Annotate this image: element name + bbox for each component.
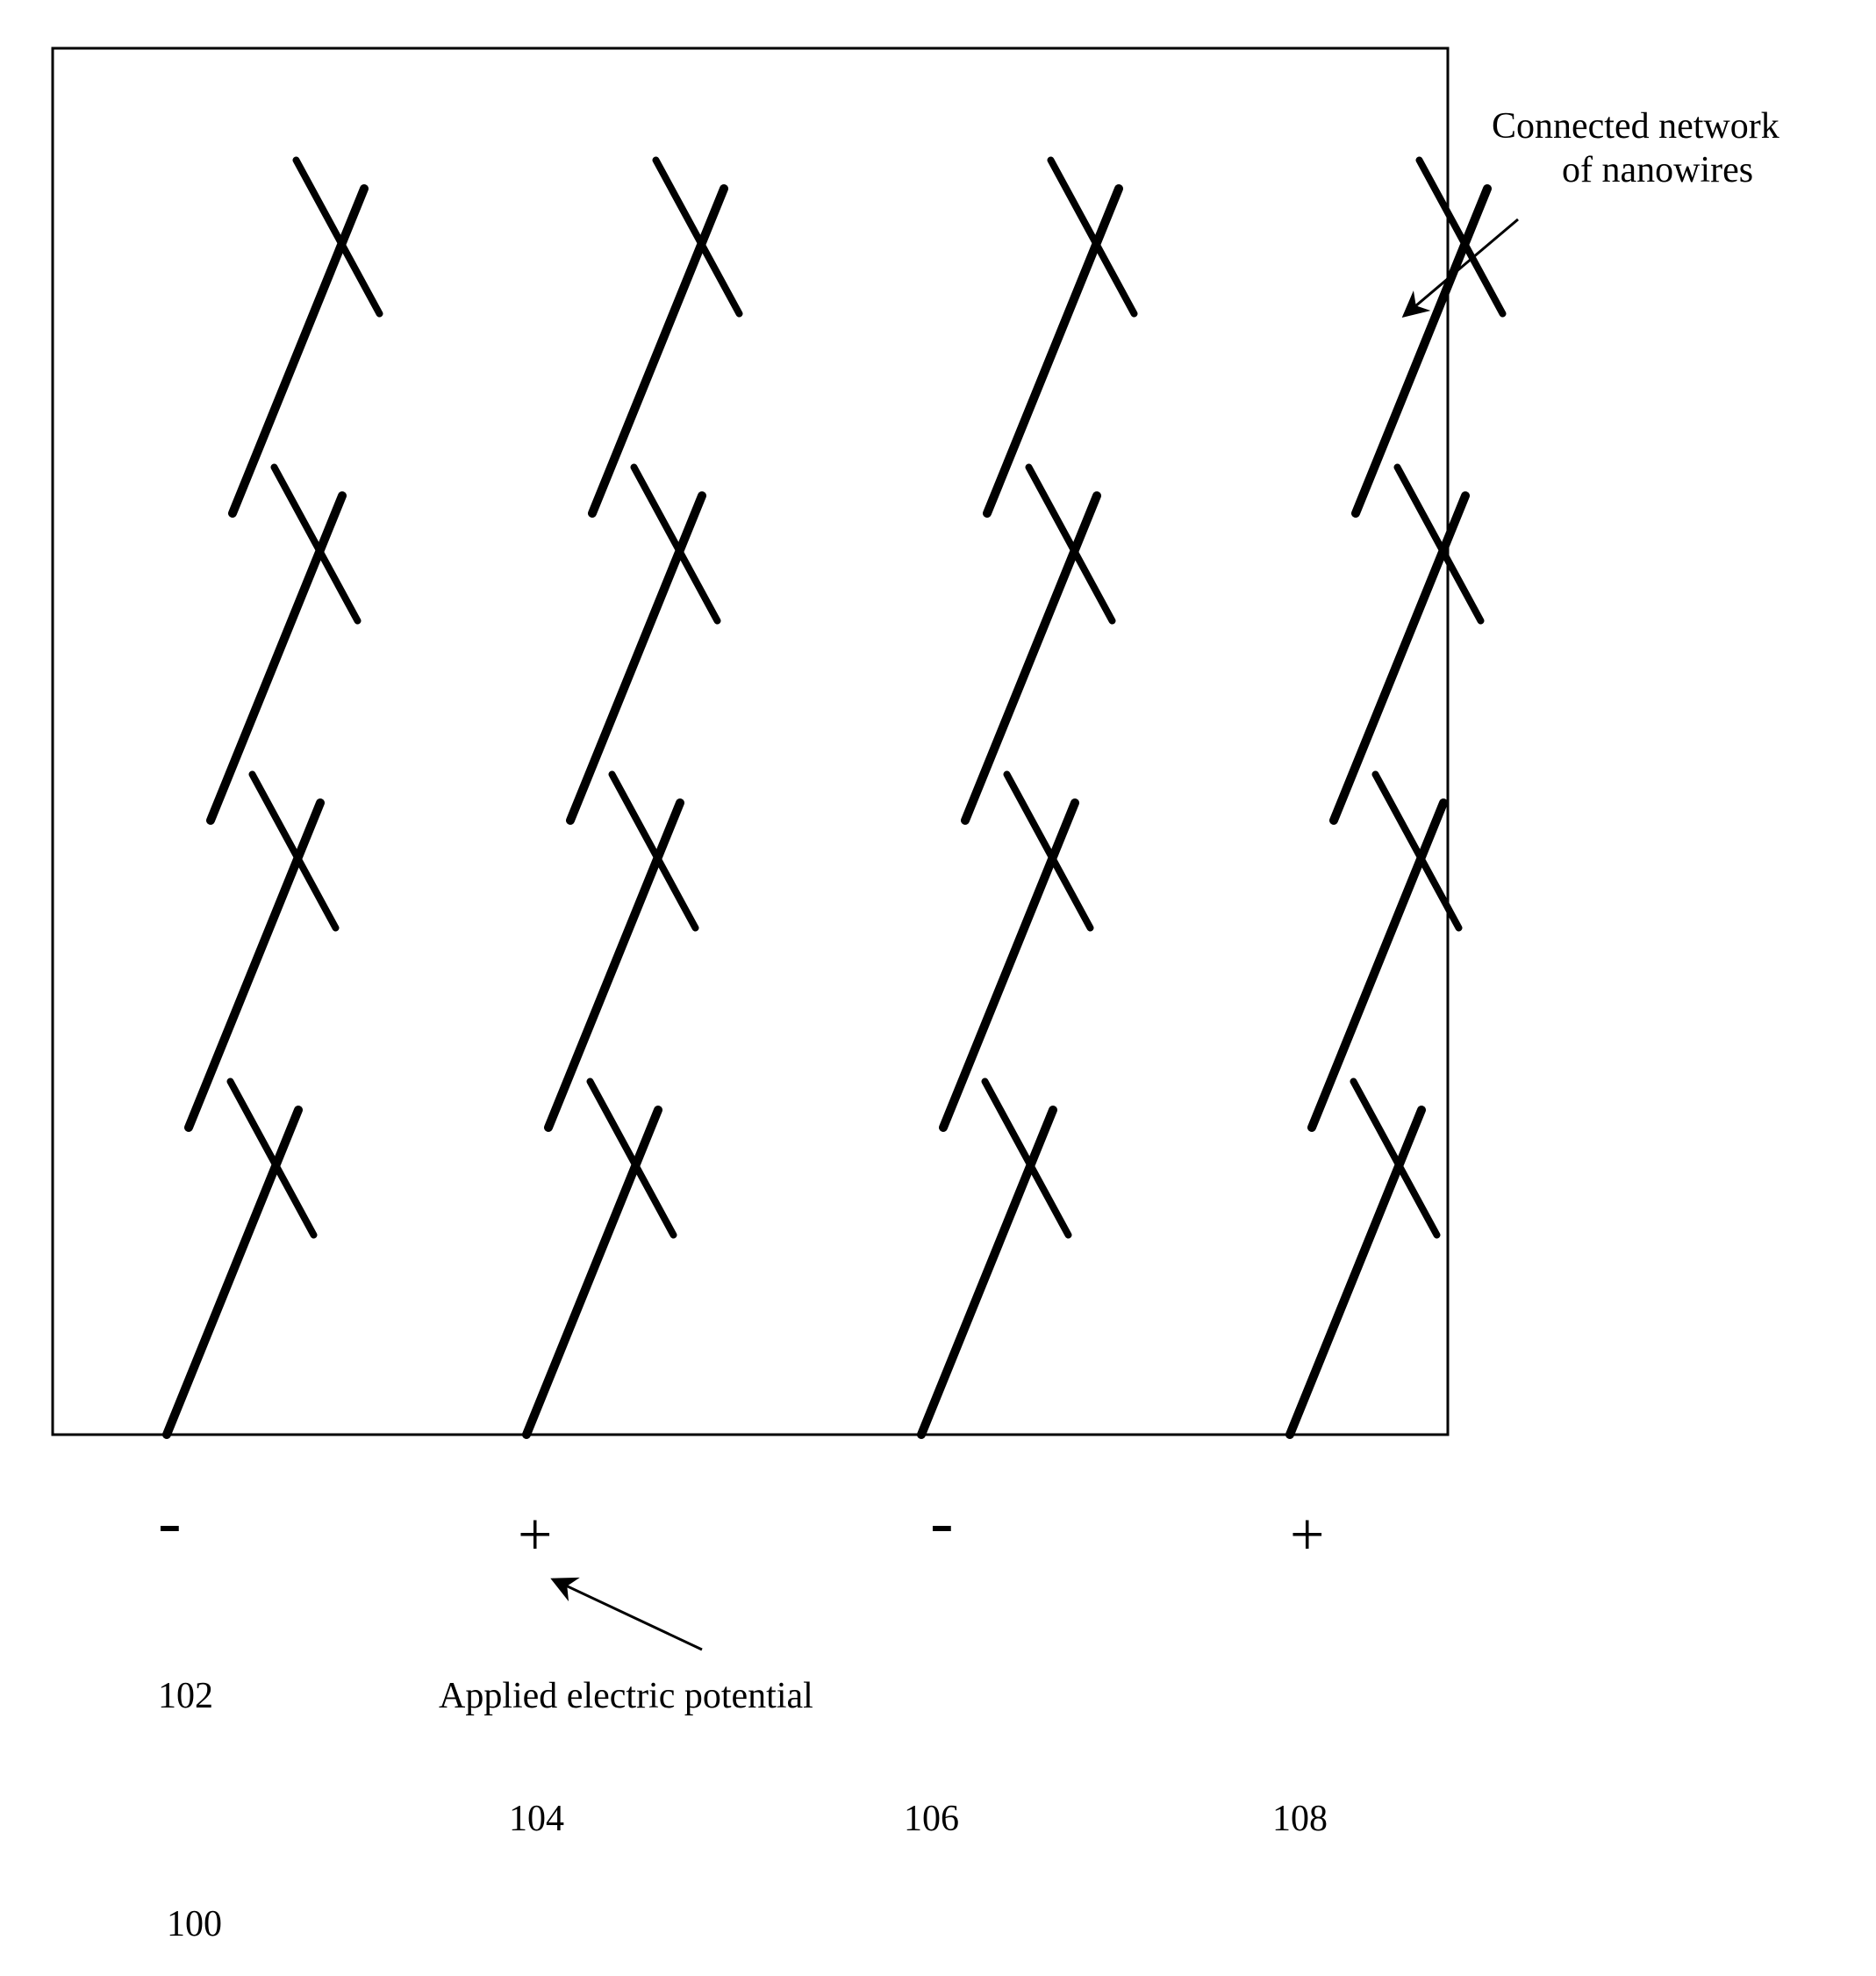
- nanowire-short: [297, 161, 380, 314]
- nanowire-long: [1312, 803, 1443, 1128]
- nanowire-long: [548, 803, 680, 1128]
- ref-104: 104: [509, 1798, 564, 1840]
- diagram-svg: [0, 0, 1876, 1972]
- diagram-container: Connected network of nanowires - + - + A…: [0, 0, 1876, 1972]
- nanowire-long: [1356, 189, 1487, 513]
- nanowire-long: [965, 496, 1097, 820]
- bounding-box: [53, 48, 1448, 1435]
- nanowire-long: [943, 803, 1075, 1128]
- nanowire-long: [987, 189, 1119, 513]
- nanowire-short: [656, 161, 740, 314]
- nanowire-long: [1290, 1110, 1421, 1435]
- nanowire-short: [985, 1082, 1069, 1235]
- callout-potential: Applied electric potential: [439, 1675, 813, 1717]
- nanowire-long: [570, 496, 702, 820]
- nanowire-long: [189, 803, 320, 1128]
- polarity-sign-1: +: [518, 1500, 552, 1571]
- callout-nanowires-line2: of nanowires: [1562, 149, 1753, 191]
- ref-102: 102: [158, 1675, 213, 1717]
- nanowire-short: [275, 468, 358, 621]
- nanowire-long: [921, 1110, 1053, 1435]
- polarity-sign-3: +: [1290, 1500, 1324, 1571]
- nanowire-short: [231, 1082, 314, 1235]
- callout-arrow-potential: [553, 1579, 702, 1650]
- ref-106: 106: [904, 1798, 959, 1840]
- nanowire-short: [1029, 468, 1113, 621]
- ref-108: 108: [1272, 1798, 1328, 1840]
- nanowire-short: [1354, 1082, 1437, 1235]
- nanowire-long: [233, 189, 364, 513]
- nanowire-long: [167, 1110, 298, 1435]
- nanowire-long: [211, 496, 342, 820]
- nanowire-short: [1007, 775, 1091, 928]
- nanowire-long: [526, 1110, 658, 1435]
- nanowire-short: [612, 775, 696, 928]
- nanowire-short: [634, 468, 718, 621]
- polarity-sign-2: -: [930, 1483, 954, 1563]
- nanowire-short: [1376, 775, 1459, 928]
- polarity-sign-0: -: [158, 1483, 182, 1563]
- nanowire-long: [1334, 496, 1465, 820]
- nanowire-long: [592, 189, 724, 513]
- callout-nanowires-line1: Connected network: [1492, 105, 1779, 147]
- ref-100: 100: [167, 1903, 222, 1945]
- nanowire-short: [253, 775, 336, 928]
- nanowire-short: [591, 1082, 674, 1235]
- nanowire-short: [1051, 161, 1135, 314]
- nanowire-short: [1398, 468, 1481, 621]
